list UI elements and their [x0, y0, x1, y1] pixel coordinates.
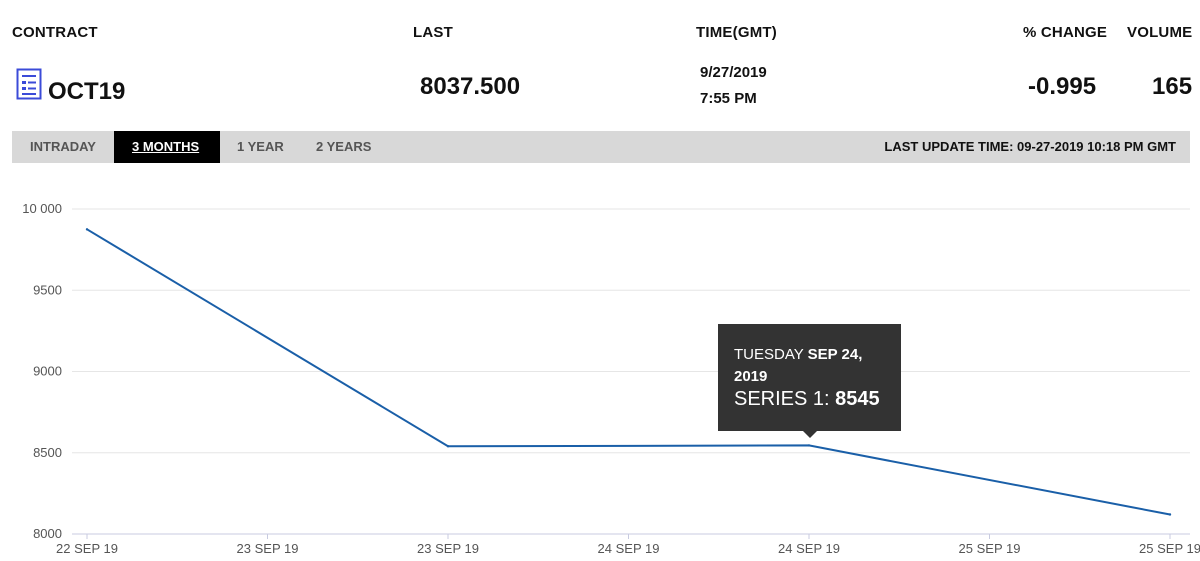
last-price: 8037.500	[420, 73, 521, 100]
tooltip-date: SEP 24, 2019	[734, 346, 863, 385]
x-tick-label: 24 SEP 19	[778, 541, 840, 556]
series-line	[86, 228, 1171, 516]
tab-2-years[interactable]: 2 YEARS	[316, 139, 372, 154]
trade-date: 9/27/2019	[700, 64, 767, 81]
chart-tooltip: TUESDAY SEP 24, 2019 SERIES 1: 8545	[718, 324, 901, 438]
range-tab-bar: INTRADAY 3 MONTHS 1 YEAR 2 YEARS LAST UP…	[12, 131, 1190, 163]
tooltip-series-value: 8545	[835, 388, 880, 410]
x-tick-label: 23 SEP 19	[237, 541, 299, 556]
contract-header: CONTRACT	[12, 24, 98, 41]
data-point	[85, 228, 89, 231]
percent-change: -0.995	[1028, 73, 1097, 100]
trade-time: 7:55 PM	[700, 90, 757, 107]
tab-3-months[interactable]: 3 MONTHS	[114, 131, 220, 163]
tooltip-arrow	[803, 431, 817, 438]
volume-value: 165	[1152, 73, 1193, 100]
data-point	[1168, 513, 1172, 516]
document-list-icon	[16, 68, 42, 100]
volume-header: VOLUME	[1127, 24, 1193, 41]
y-tick-label: 9000	[33, 364, 62, 379]
y-tick-label: 9500	[33, 282, 62, 297]
last-update-time: LAST UPDATE TIME: 09-27-2019 10:18 PM GM…	[884, 139, 1176, 154]
tab-intraday[interactable]: INTRADAY	[30, 139, 96, 154]
contract-name[interactable]: OCT19	[48, 78, 126, 105]
x-tick-label: 24 SEP 19	[598, 541, 660, 556]
time-header: TIME(GMT)	[696, 24, 777, 41]
y-tick-label: 10 000	[22, 201, 62, 216]
x-tick-label: 25 SEP 19	[1139, 541, 1200, 556]
data-point	[807, 444, 811, 447]
data-point	[446, 445, 450, 448]
last-header: LAST	[413, 24, 453, 41]
y-tick-label: 8000	[33, 526, 62, 541]
tooltip-day: TUESDAY	[734, 346, 804, 363]
tab-1-year[interactable]: 1 YEAR	[237, 139, 284, 154]
tooltip-series-label: SERIES 1:	[734, 388, 830, 410]
x-tick-label: 25 SEP 19	[959, 541, 1021, 556]
y-tick-label: 8500	[33, 445, 62, 460]
x-tick-label: 22 SEP 19	[56, 541, 118, 556]
change-header: % CHANGE	[1023, 24, 1108, 41]
x-tick-label: 23 SEP 19	[417, 541, 479, 556]
